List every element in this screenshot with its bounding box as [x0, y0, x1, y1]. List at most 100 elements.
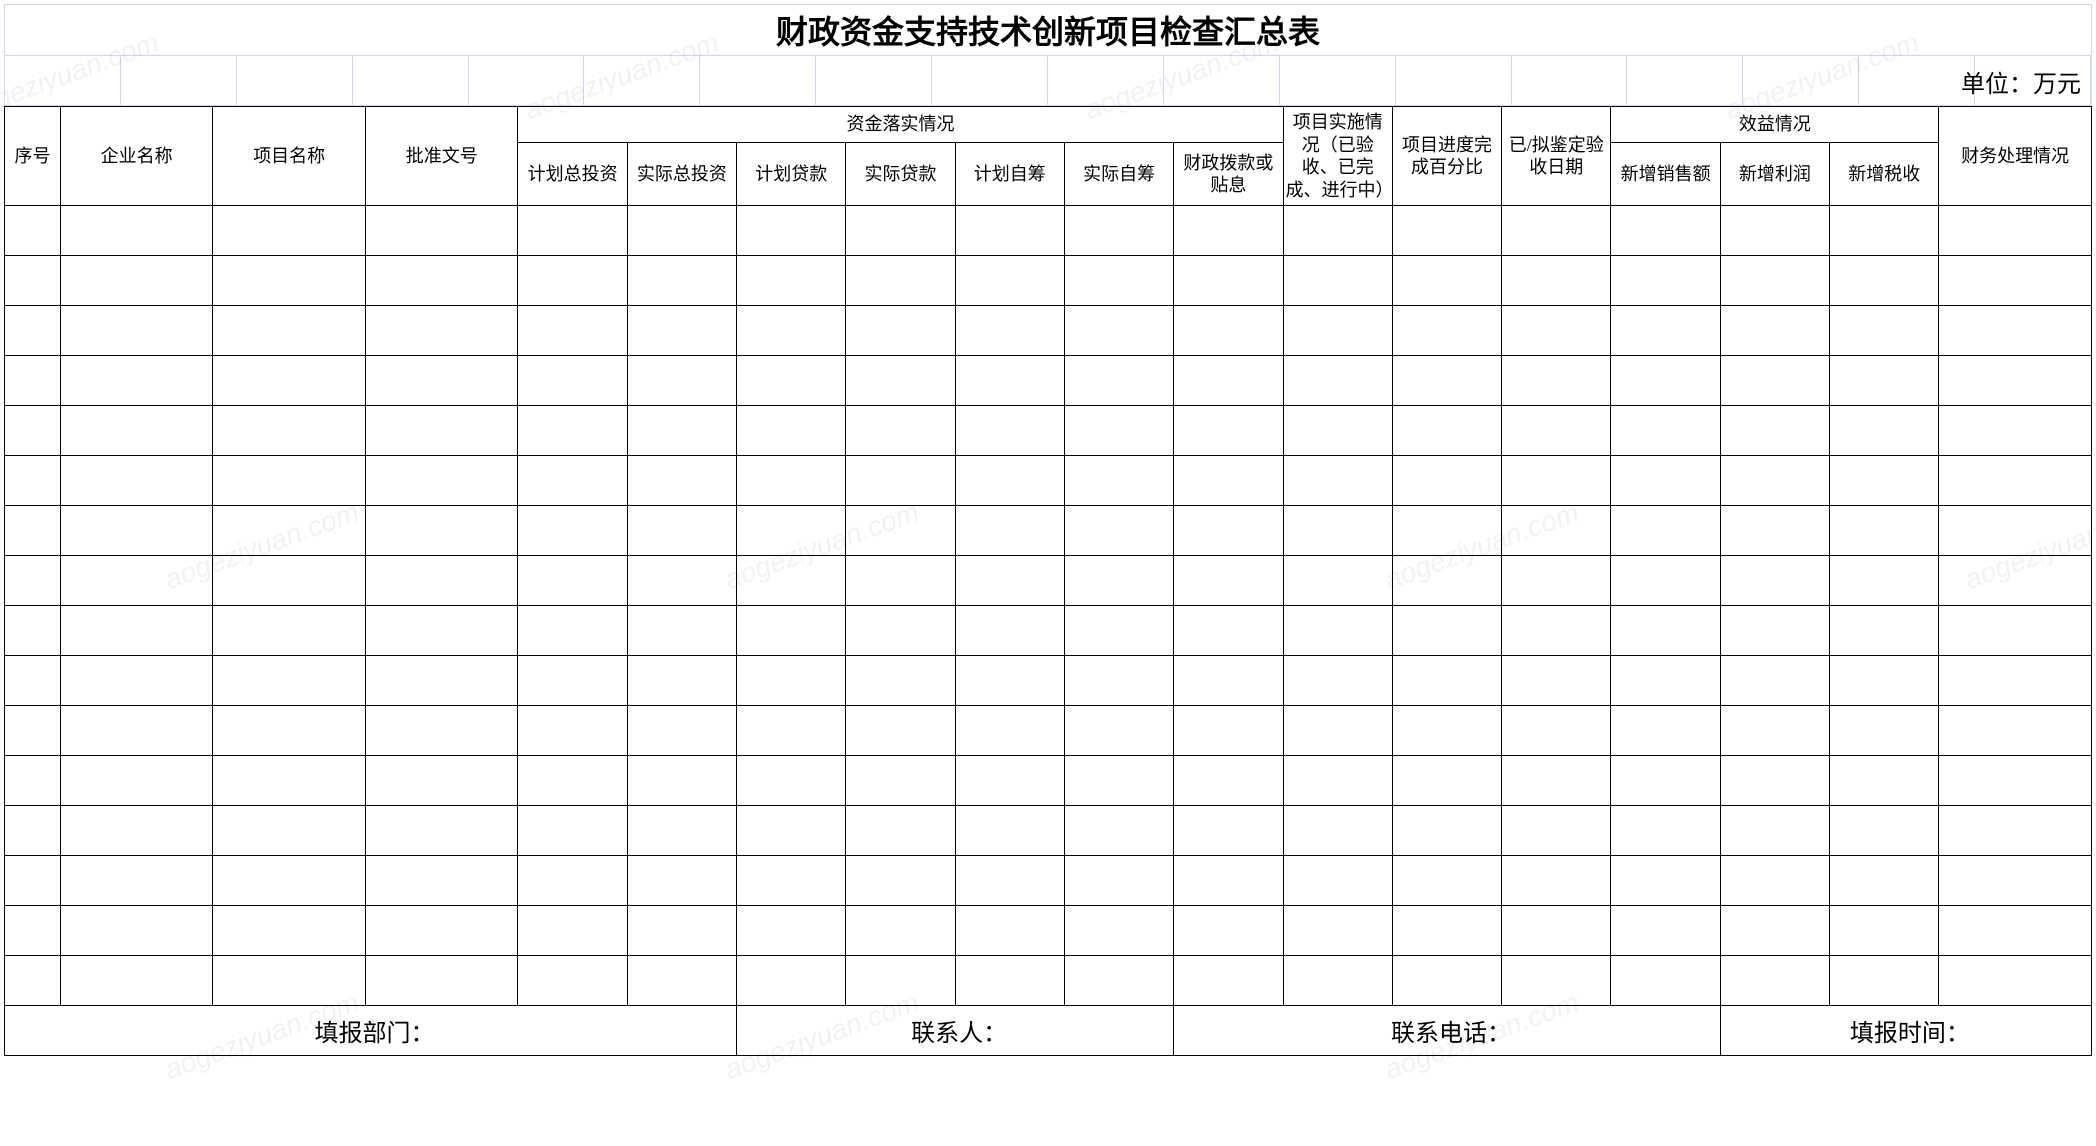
table-cell: [737, 256, 846, 306]
table-cell: [1174, 706, 1283, 756]
table-cell: [1611, 306, 1720, 356]
table-cell: [627, 356, 736, 406]
table-cell: [627, 856, 736, 906]
table-cell: [1939, 756, 2092, 806]
spacer-cell: [1859, 56, 1975, 105]
table-cell: [1611, 756, 1720, 806]
table-cell: [518, 256, 627, 306]
table-row: [5, 656, 2092, 706]
spacer-cell: [1743, 56, 1859, 105]
table-cell: [1720, 856, 1829, 906]
table-cell: [1392, 456, 1501, 506]
table-cell: [846, 306, 955, 356]
table-row: [5, 356, 2092, 406]
summary-table: 序号 企业名称 项目名称 批准文号 资金落实情况 项目实施情况（已验收、已完成、…: [4, 106, 2092, 1056]
table-cell: [1064, 456, 1173, 506]
table-cell: [1174, 556, 1283, 606]
table-cell: [846, 556, 955, 606]
table-cell: [5, 456, 61, 506]
table-cell: [60, 356, 213, 406]
table-cell: [518, 406, 627, 456]
spacer-row: 单位：万元: [4, 56, 2092, 106]
table-cell: [365, 306, 518, 356]
table-cell: [60, 256, 213, 306]
table-cell: [1939, 306, 2092, 356]
table-cell: [627, 956, 736, 1006]
table-cell: [737, 856, 846, 906]
table-cell: [1939, 906, 2092, 956]
table-cell: [1283, 856, 1392, 906]
table-cell: [1502, 456, 1611, 506]
table-cell: [518, 706, 627, 756]
table-cell: [627, 756, 736, 806]
table-cell: [627, 506, 736, 556]
spacer-cell: [584, 56, 700, 105]
col-company: 企业名称: [60, 107, 213, 206]
table-cell: [1174, 806, 1283, 856]
table-cell: [846, 956, 955, 1006]
table-cell: [365, 556, 518, 606]
table-cell: [365, 206, 518, 256]
table-cell: [60, 656, 213, 706]
table-cell: [955, 506, 1064, 556]
spacer-cell: [816, 56, 932, 105]
spacer-cell: [469, 56, 585, 105]
table-cell: [1392, 506, 1501, 556]
table-cell: [1502, 606, 1611, 656]
table-cell: [518, 506, 627, 556]
table-cell: [1830, 806, 1939, 856]
table-cell: [1939, 656, 2092, 706]
table-cell: [1283, 306, 1392, 356]
table-cell: [955, 656, 1064, 706]
table-cell: [1502, 206, 1611, 256]
table-cell: [846, 606, 955, 656]
table-row: [5, 956, 2092, 1006]
table-cell: [518, 856, 627, 906]
table-cell: [1830, 206, 1939, 256]
table-cell: [1174, 656, 1283, 706]
table-cell: [1939, 456, 2092, 506]
table-cell: [955, 756, 1064, 806]
table-cell: [1611, 256, 1720, 306]
table-cell: [955, 256, 1064, 306]
table-cell: [1830, 956, 1939, 1006]
table-cell: [1830, 406, 1939, 456]
table-cell: [1939, 956, 2092, 1006]
col-funding-group: 资金落实情况: [518, 107, 1283, 143]
table-cell: [627, 606, 736, 656]
table-cell: [627, 456, 736, 506]
spacer-cell: [1048, 56, 1164, 105]
spacer-cell: [1396, 56, 1512, 105]
table-cell: [518, 356, 627, 406]
table-cell: [1174, 906, 1283, 956]
table-cell: [1502, 556, 1611, 606]
table-cell: [846, 206, 955, 256]
table-cell: [1611, 206, 1720, 256]
table-cell: [1720, 256, 1829, 306]
spacer-cell: [121, 56, 237, 105]
table-cell: [1830, 306, 1939, 356]
table-cell: [1720, 756, 1829, 806]
table-cell: [955, 906, 1064, 956]
table-cell: [1939, 856, 2092, 906]
table-cell: [1064, 806, 1173, 856]
table-cell: [846, 406, 955, 456]
table-cell: [518, 556, 627, 606]
table-cell: [1720, 356, 1829, 406]
table-cell: [737, 206, 846, 256]
table-cell: [1720, 956, 1829, 1006]
table-cell: [737, 706, 846, 756]
table-cell: [60, 306, 213, 356]
col-accept-date: 已/拟鉴定验收日期: [1502, 107, 1611, 206]
table-cell: [1174, 406, 1283, 456]
col-project: 项目名称: [213, 107, 366, 206]
table-cell: [1392, 656, 1501, 706]
table-cell: [60, 706, 213, 756]
col-approval-no: 批准文号: [365, 107, 518, 206]
table-cell: [955, 606, 1064, 656]
table-cell: [1174, 956, 1283, 1006]
table-cell: [213, 556, 366, 606]
table-cell: [1830, 856, 1939, 906]
spacer-cell: [237, 56, 353, 105]
table-cell: [5, 856, 61, 906]
